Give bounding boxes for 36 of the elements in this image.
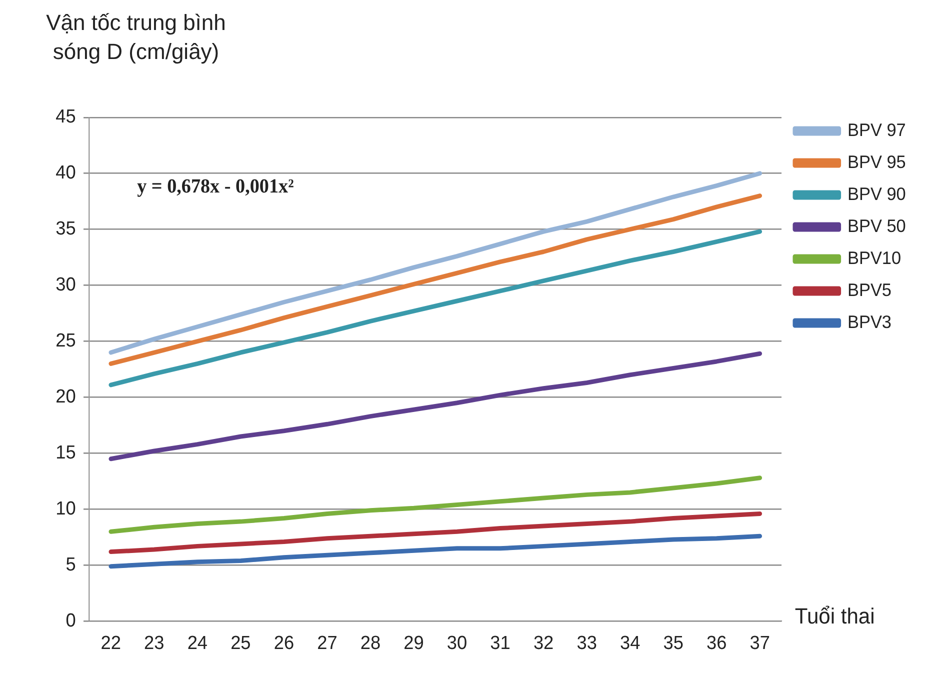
legend-label: BPV10 — [847, 248, 902, 268]
y-tick-label: 40 — [56, 161, 76, 183]
x-tick-label: 22 — [100, 631, 121, 653]
legend-label: BPV5 — [847, 280, 892, 300]
legend-label: BPV 50 — [847, 216, 906, 236]
y-tick-label: 15 — [56, 441, 76, 463]
y-tick-label: 10 — [56, 497, 76, 519]
y-tick-label: 45 — [56, 105, 76, 127]
y-tick-label: 0 — [66, 609, 76, 631]
y-axis-title: Vận tốc trung bình sóng D (cm/giây) — [45, 9, 227, 66]
x-tick-label: 26 — [274, 631, 294, 653]
legend-label: BPV3 — [847, 312, 892, 332]
x-tick-label: 23 — [144, 631, 164, 653]
x-tick-label: 35 — [663, 631, 684, 653]
x-tick-label: 28 — [360, 631, 381, 653]
x-tick-label: 25 — [230, 631, 251, 653]
x-tick-label: 27 — [317, 631, 338, 653]
y-tick-label: 35 — [56, 217, 76, 239]
annotation: y = 0,678x - 0,001x² — [137, 176, 294, 198]
x-axis-title: Tuổi thai — [794, 604, 875, 628]
x-tick-label: 24 — [187, 631, 208, 653]
x-tick-label: 30 — [446, 631, 468, 653]
x-tick-label: 31 — [490, 631, 510, 653]
x-tick-label: 29 — [404, 631, 424, 653]
x-tick-label: 33 — [576, 631, 597, 653]
x-tick-label: 32 — [533, 631, 554, 653]
y-tick-label: 5 — [66, 553, 76, 575]
y-tick-label: 25 — [56, 329, 76, 351]
y-tick-label: 30 — [56, 273, 76, 295]
y-tick-label: 20 — [56, 385, 76, 407]
legend-label: BPV 95 — [847, 152, 906, 172]
legend-label: BPV 97 — [847, 120, 906, 140]
x-tick-label: 36 — [706, 631, 727, 653]
legend-label: BPV 90 — [847, 184, 906, 204]
x-tick-label: 37 — [750, 631, 770, 653]
x-tick-label: 34 — [620, 631, 640, 653]
